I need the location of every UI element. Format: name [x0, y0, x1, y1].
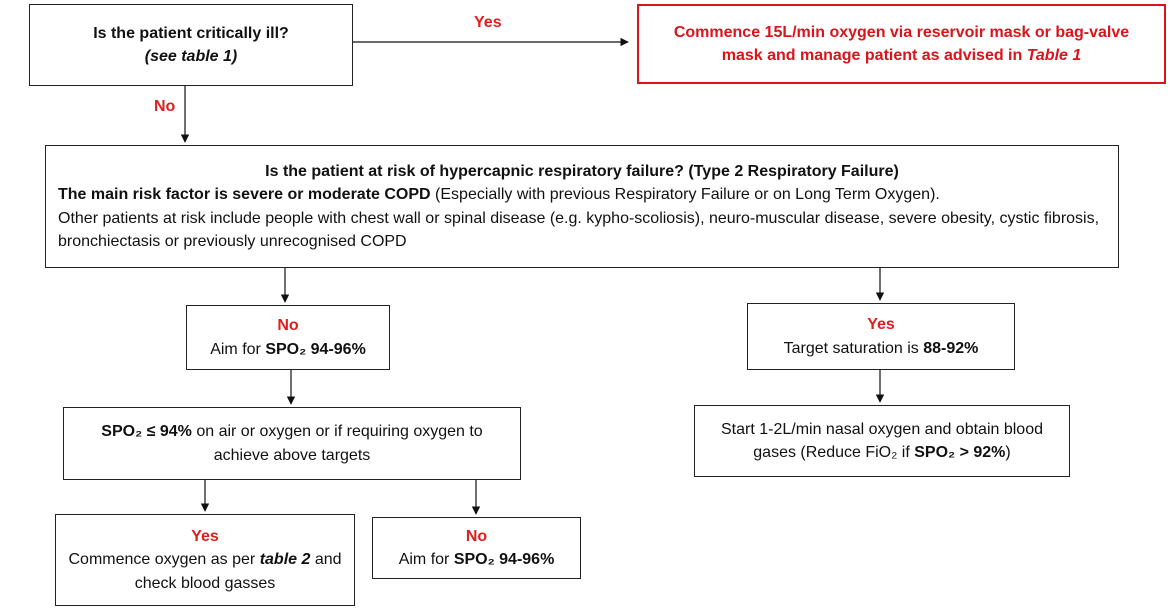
spo2-threshold: SPO₂ ≤ 94% [101, 423, 192, 441]
yes-risk-text: Target saturation is [783, 339, 924, 357]
main-risk-rest: (Especially with previous Respiratory Fa… [430, 186, 940, 204]
yes-risk-box: Yes Target saturation is 88-92% [747, 303, 1015, 370]
critical-action-table-ref: Table 1 [1026, 47, 1082, 64]
commence-oxygen-label: Yes [191, 528, 219, 546]
critically-ill-no-label: No [154, 98, 176, 115]
nasal-oxygen-threshold: SPO₂ > 92% [914, 444, 1006, 461]
nasal-oxygen-close: ) [1005, 444, 1011, 461]
commence-oxygen-box: Yes Commence oxygen as per table 2 and c… [55, 514, 355, 606]
q3-no-spo2: SPO₂ 94-96% [453, 551, 555, 568]
q3-no-label: No [465, 527, 488, 545]
critically-ill-question: Is the patient critically ill? [93, 24, 289, 42]
critical-action-text: Commence 15L/min oxygen via reservoir ma… [655, 21, 1148, 67]
main-risk-bold: The main risk factor is severe or modera… [58, 186, 431, 204]
nasal-oxygen-text: Start 1-2L/min nasal oxygen and obtain b… [721, 420, 1043, 461]
yes-risk-range: 88-92% [923, 339, 979, 357]
no-risk-spo2: SPO₂ 94-96% [265, 340, 366, 358]
critically-ill-table-ref: (see table 1) [144, 48, 238, 65]
nasal-oxygen-action: Start 1-2L/min nasal oxygen and obtain b… [709, 418, 1055, 464]
commence-oxygen-part3: and check blood gasses [134, 551, 342, 592]
hypercapnic-risk-title: Is the patient at risk of hypercapnic re… [265, 163, 899, 181]
critical-action-part1: Commence 15L/min oxygen via reservoir ma… [673, 23, 1130, 64]
no-risk-text: Aim for [210, 340, 266, 358]
critically-ill-yes-label: Yes [474, 14, 502, 31]
q3-no-box: No Aim for SPO₂ 94-96% [372, 517, 581, 579]
spo2-question: SPO₂ ≤ 94% on air or oxygen or if requir… [78, 420, 506, 466]
critical-action-box: Commence 15L/min oxygen via reservoir ma… [637, 4, 1166, 84]
commence-oxygen-part1: Commence oxygen as per [68, 551, 260, 569]
commence-oxygen-table-ref: table 2 [259, 551, 311, 569]
no-risk-target: Aim for SPO₂ 94-96% [210, 338, 366, 361]
q3-no-text: Aim for [398, 551, 454, 568]
hypercapnic-other-risks: Other patients at risk include people wi… [58, 209, 1100, 250]
q3-no-target: Aim for SPO₂ 94-96% [399, 548, 555, 571]
nasal-oxygen-action-box: Start 1-2L/min nasal oxygen and obtain b… [694, 405, 1070, 477]
yes-risk-target: Target saturation is 88-92% [784, 337, 979, 360]
critically-ill-question-box: Is the patient critically ill? (see tabl… [29, 4, 353, 86]
no-risk-box: No Aim for SPO₂ 94-96% [186, 305, 390, 370]
spo2-question-box: SPO₂ ≤ 94% on air or oxygen or if requir… [63, 407, 521, 480]
commence-oxygen-text: Commence oxygen as per table 2 and check… [66, 548, 344, 594]
hypercapnic-main-risk: The main risk factor is severe or modera… [58, 183, 1106, 206]
hypercapnic-risk-question-box: Is the patient at risk of hypercapnic re… [45, 145, 1119, 268]
spo2-question-rest: on air or oxygen or if requiring oxygen … [191, 423, 483, 464]
yes-risk-label: Yes [867, 316, 895, 334]
no-risk-label: No [277, 317, 299, 335]
